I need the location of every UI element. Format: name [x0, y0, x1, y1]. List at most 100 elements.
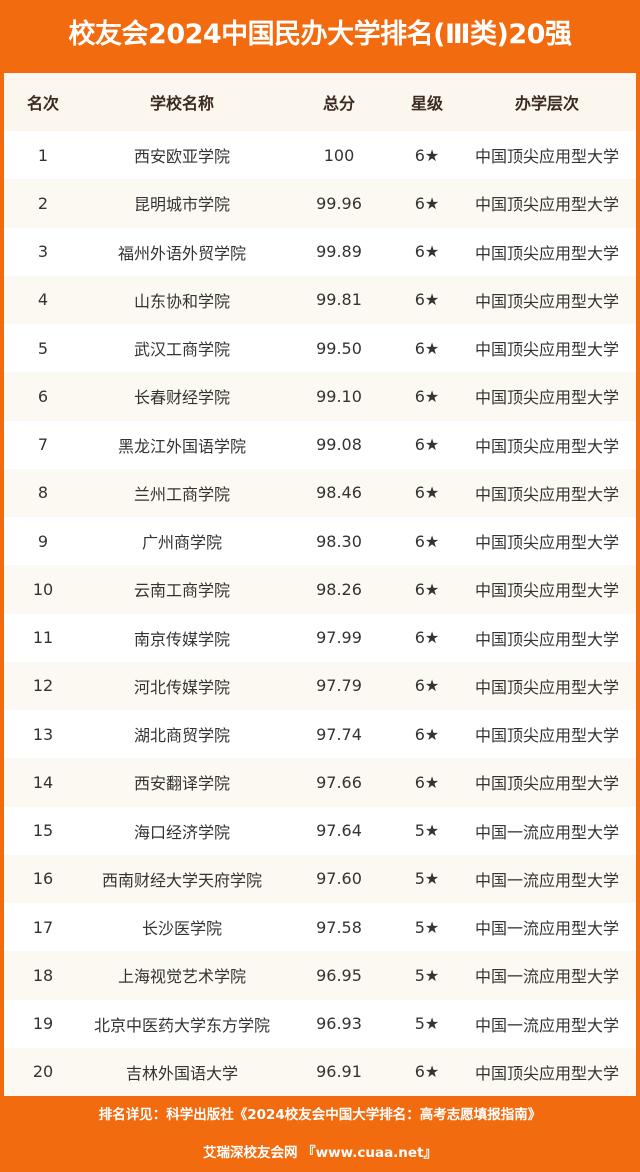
cell-school: 山东协和学院: [133, 291, 230, 311]
cell-rank: 7: [37, 435, 49, 455]
cell-rank: 4: [37, 290, 49, 310]
cell-stars: 6★: [414, 193, 440, 213]
cell-score: 96.95: [316, 965, 362, 985]
table-row: 7 黑龙江外国语学院 99.08 6★ 中国顶尖应用型大学: [4, 421, 636, 469]
cell-level: 中国一流应用型大学: [474, 870, 619, 890]
cell-level: 中国顶尖应用型大学: [474, 436, 619, 456]
cell-level: 中国一流应用型大学: [474, 1015, 619, 1035]
cell-school: 广州商学院: [141, 533, 222, 553]
table-row: 1 西安欧亚学院 100 6★ 中国顶尖应用型大学: [4, 131, 636, 179]
cell-school: 武汉工商学院: [133, 340, 230, 360]
table-row: 2 昆明城市学院 99.96 6★ 中国顶尖应用型大学: [4, 179, 636, 228]
cell-school: 长春财经学院: [133, 388, 230, 408]
cell-school: 兰州工商学院: [133, 484, 230, 504]
cell-rank: 17: [32, 917, 54, 937]
cell-school: 长沙医学院: [141, 919, 222, 939]
cell-score: 99.96: [316, 193, 362, 213]
cell-stars: 6★: [414, 531, 440, 551]
cell-score: 98.26: [316, 579, 362, 599]
cell-stars: 6★: [414, 772, 440, 792]
cell-school: 昆明城市学院: [133, 195, 230, 215]
cell-score: 99.81: [316, 290, 362, 310]
cell-stars: 6★: [414, 676, 440, 696]
table-row: 17 长沙医学院 97.58 5★ 中国一流应用型大学: [4, 903, 636, 951]
cell-stars: 5★: [414, 965, 440, 985]
cell-score: 97.66: [316, 772, 362, 792]
table-row: 16 西南财经大学天府学院 97.60 5★ 中国一流应用型大学: [4, 854, 636, 903]
cell-rank: 1: [37, 145, 49, 165]
cell-school: 上海视觉艺术学院: [117, 967, 246, 987]
cell-school: 西安欧亚学院: [133, 147, 230, 167]
table-row: 15 海口经济学院 97.64 5★ 中国一流应用型大学: [4, 807, 636, 855]
table-row: 9 广州商学院 98.30 6★ 中国顶尖应用型大学: [4, 517, 636, 565]
cell-rank: 15: [32, 821, 54, 841]
cell-stars: 5★: [414, 1014, 440, 1034]
table-row: 10 云南工商学院 98.26 6★ 中国顶尖应用型大学: [4, 565, 636, 614]
cell-level: 中国顶尖应用型大学: [474, 388, 619, 408]
table-row: 13 湖北商贸学院 97.74 6★ 中国顶尖应用型大学: [4, 710, 636, 758]
cell-stars: 6★: [414, 242, 440, 262]
cell-level: 中国顶尖应用型大学: [474, 1063, 619, 1083]
table-row: 12 河北传媒学院 97.79 6★ 中国顶尖应用型大学: [4, 661, 636, 710]
cell-school: 黑龙江外国语学院: [117, 436, 246, 456]
cell-stars: 6★: [414, 483, 440, 503]
cell-score: 99.10: [316, 386, 362, 406]
cell-school: 海口经济学院: [133, 822, 230, 842]
header-rank: 名次: [26, 94, 59, 113]
cell-score: 96.93: [316, 1014, 362, 1034]
ranking-table: 名次 学校名称 总分 星级 办学层次 1 西安欧亚学院 100 6★ 中国顶尖应用型大学…: [4, 73, 636, 1096]
cell-score: 99.89: [316, 242, 362, 262]
cell-stars: 6★: [414, 338, 440, 358]
table-row: 11 南京传媒学院 97.99 6★ 中国顶尖应用型大学: [4, 614, 636, 662]
cell-score: 99.08: [316, 435, 362, 455]
cell-school: 南京传媒学院: [133, 629, 230, 649]
cell-level: 中国顶尖应用型大学: [474, 629, 619, 649]
cell-school: 西南财经大学天府学院: [101, 870, 262, 890]
cell-level: 中国顶尖应用型大学: [474, 726, 619, 746]
cell-score: 97.60: [316, 869, 362, 889]
table-row: 6 长春财经学院 99.10 6★ 中国顶尖应用型大学: [4, 372, 636, 421]
cell-level: 中国一流应用型大学: [474, 919, 619, 939]
footer-website: 艾瑞深校友会网 『www.cuaa.net』: [202, 1145, 438, 1161]
cell-stars: 6★: [414, 386, 440, 406]
table-row: 19 北京中医药大学东方学院 96.93 5★ 中国一流应用型大学: [4, 1000, 636, 1048]
cell-level: 中国一流应用型大学: [474, 822, 619, 842]
header-level: 办学层次: [514, 94, 579, 113]
cell-level: 中国顶尖应用型大学: [474, 243, 619, 263]
cell-school: 福州外语外贸学院: [117, 243, 246, 263]
cell-stars: 6★: [414, 1062, 440, 1082]
cell-level: 中国顶尖应用型大学: [474, 581, 619, 601]
cell-stars: 6★: [414, 145, 440, 165]
header-school: 学校名称: [149, 94, 214, 113]
cell-rank: 5: [37, 338, 49, 358]
cell-level: 中国顶尖应用型大学: [474, 484, 619, 504]
cell-rank: 16: [32, 869, 54, 889]
cell-level: 中国顶尖应用型大学: [474, 147, 619, 167]
cell-score: 100: [323, 145, 355, 165]
cell-rank: 10: [32, 579, 54, 599]
cell-rank: 11: [32, 628, 54, 648]
cell-level: 中国一流应用型大学: [474, 967, 619, 987]
cell-score: 97.58: [316, 917, 362, 937]
header-stars: 星级: [410, 94, 443, 113]
table-row: 5 武汉工商学院 99.50 6★ 中国顶尖应用型大学: [4, 324, 636, 372]
cell-school: 吉林外国语大学: [125, 1063, 238, 1083]
cell-school: 云南工商学院: [133, 581, 230, 601]
cell-rank: 2: [37, 193, 49, 213]
cell-level: 中国顶尖应用型大学: [474, 774, 619, 794]
cell-rank: 13: [32, 724, 54, 744]
table-row: 3 福州外语外贸学院 99.89 6★ 中国顶尖应用型大学: [4, 228, 636, 276]
cell-rank: 20: [32, 1062, 54, 1082]
table-row: 8 兰州工商学院 98.46 6★ 中国顶尖应用型大学: [4, 468, 636, 517]
cell-score: 98.46: [316, 483, 362, 503]
cell-stars: 6★: [414, 628, 440, 648]
cell-rank: 12: [32, 676, 54, 696]
cell-stars: 5★: [414, 869, 440, 889]
table-row: 18 上海视觉艺术学院 96.95 5★ 中国一流应用型大学: [4, 951, 636, 1000]
footer: 排名详见：科学出版社《2024校友会中国大学排名：高考志愿填报指南》 艾瑞深校友…: [0, 1096, 640, 1172]
cell-stars: 6★: [414, 724, 440, 744]
cell-level: 中国顶尖应用型大学: [474, 291, 619, 311]
cell-level: 中国顶尖应用型大学: [474, 533, 619, 553]
cell-stars: 5★: [414, 917, 440, 937]
cell-score: 97.64: [316, 821, 362, 841]
